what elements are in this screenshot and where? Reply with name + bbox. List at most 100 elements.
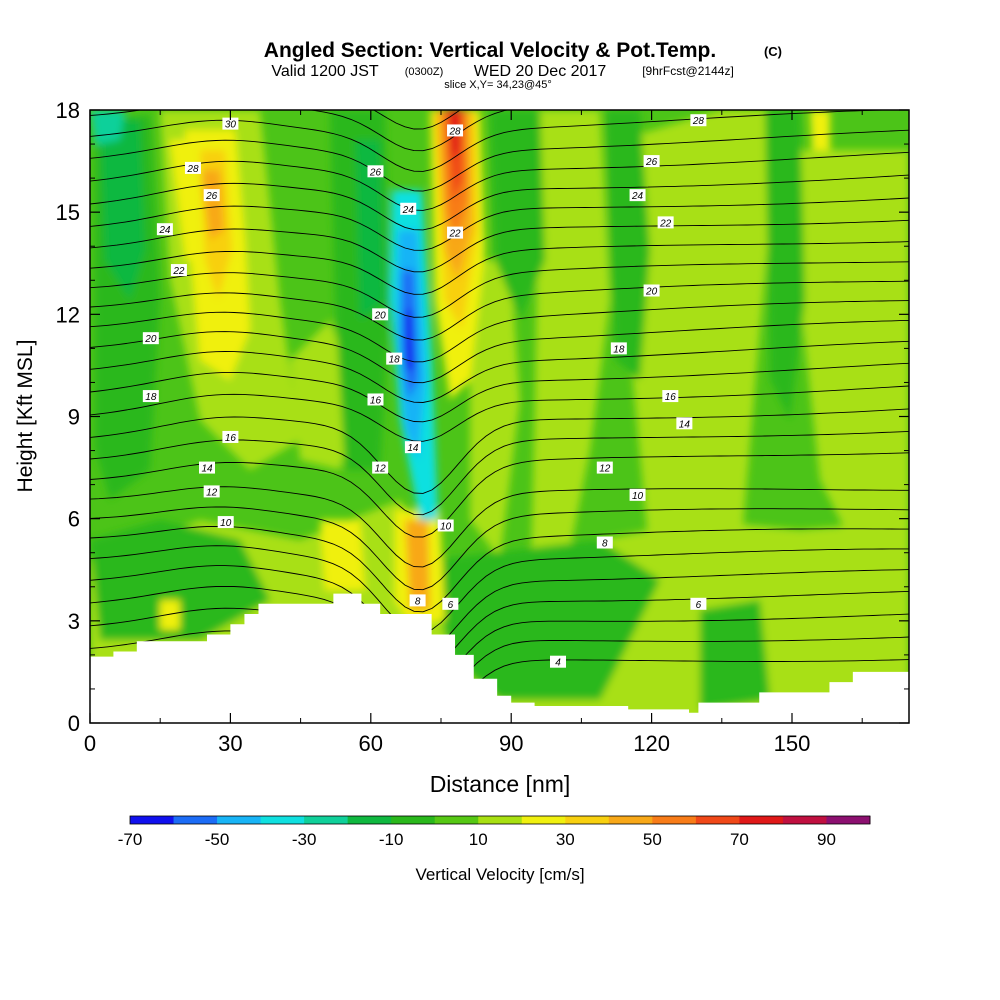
svg-text:6: 6: [696, 600, 702, 611]
velocity-region-18: [90, 110, 125, 145]
svg-text:18: 18: [613, 344, 625, 355]
colorbar: -70 -50 -30 -10 10 30 50 70 90: [118, 815, 871, 849]
theta-contour-label: 24: [629, 189, 646, 202]
chart-title: Angled Section: Vertical Velocity & Pot.…: [264, 39, 716, 62]
y-tick-label: 3: [68, 609, 80, 634]
theta-contour-label: 20: [142, 332, 159, 345]
velocity-region-25: [405, 520, 430, 610]
colorbar-swatch: [739, 816, 784, 824]
theta-contour-label: 14: [676, 417, 693, 430]
colorbar-swatch: [565, 816, 610, 824]
theta-contour-line: [90, 362, 909, 423]
svg-text:18: 18: [145, 392, 157, 403]
x-tick-label: 30: [218, 731, 242, 756]
svg-text:16: 16: [665, 392, 677, 403]
svg-text:28: 28: [186, 164, 199, 175]
colorbar-tick-label: 70: [730, 830, 749, 849]
theta-contour-line: [90, 319, 909, 384]
terrain-mask: [90, 593, 909, 723]
svg-text:18: 18: [389, 355, 401, 366]
velocity-region-12: [765, 110, 805, 420]
colorbar-swatch: [130, 816, 175, 824]
svg-text:16: 16: [225, 433, 237, 444]
theta-contour-label: 26: [367, 165, 384, 178]
x-tick-label: 120: [633, 731, 670, 756]
colorbar-tick-label: 10: [469, 830, 488, 849]
theta-contour-label: 28: [447, 124, 464, 137]
theta-contour-line: [90, 241, 909, 295]
theta-contour-label: 26: [203, 189, 220, 202]
theta-contour-label: 20: [643, 284, 660, 297]
theta-contour-label: 14: [199, 461, 215, 475]
theta-contour-line: [90, 219, 909, 273]
colorbar-frame: [129, 815, 871, 825]
theta-contour-label: 10: [437, 519, 454, 532]
svg-text:24: 24: [158, 225, 171, 236]
theta-contour-line: [90, 340, 909, 403]
y-tick-label: 18: [56, 98, 80, 123]
valid-utc-label: (0300Z): [405, 66, 444, 78]
colorbar-tick-label: -70: [118, 830, 143, 849]
velocity-region-11: [605, 110, 650, 380]
theta-contour-label: 4: [550, 655, 566, 669]
y-tick-label: 9: [68, 405, 80, 430]
theta-contour-label: 12: [372, 461, 389, 475]
theta-contour-label: 28: [184, 161, 201, 175]
colorbar-tick-label: -10: [379, 830, 404, 849]
colorbar-swatch: [347, 816, 392, 824]
svg-text:10: 10: [632, 491, 644, 502]
svg-text:26: 26: [205, 191, 218, 202]
theta-contour-label: 12: [596, 461, 613, 475]
svg-text:22: 22: [659, 218, 672, 229]
colorbar-swatch: [608, 816, 653, 824]
theta-contour-label: 6: [442, 597, 459, 611]
velocity-region-15: [700, 600, 770, 710]
svg-text:4: 4: [555, 658, 561, 669]
theta-contour-line: [90, 300, 909, 363]
x-tick-label: 60: [359, 731, 383, 756]
velocity-region-17: [355, 140, 385, 320]
theta-contour-line: [90, 607, 909, 692]
theta-contour-label: 22: [447, 226, 464, 240]
colorbar-swatch: [173, 816, 218, 824]
svg-text:26: 26: [369, 167, 382, 178]
colorbar-swatch: [391, 816, 436, 824]
theta-contour-line: [90, 452, 909, 538]
x-axis-label: Distance [nm]: [430, 771, 571, 797]
theta-contour-line: [90, 385, 909, 442]
svg-text:10: 10: [220, 518, 232, 529]
svg-text:22: 22: [448, 229, 461, 240]
svg-text:8: 8: [415, 596, 421, 607]
svg-text:12: 12: [206, 487, 218, 498]
svg-text:12: 12: [599, 464, 611, 475]
theta-contour-line: [90, 110, 510, 152]
theta-contour-label: 18: [610, 342, 627, 355]
svg-text:14: 14: [201, 464, 213, 475]
plot-area: 4 6 6 8 8 10 10 10 12 12 12 14 14 14 16 16 16 18 18 18 20 20 2…: [90, 110, 909, 723]
x-tick-label: 90: [499, 731, 523, 756]
theta-contour-line: [90, 545, 909, 634]
theta-contour-label: 24: [156, 223, 173, 236]
theta-contour-label: 14: [404, 441, 421, 454]
svg-text:14: 14: [407, 443, 419, 454]
theta-contour-label: 8: [409, 594, 426, 607]
colorbar-swatch: [434, 816, 479, 824]
velocity-region-16: [100, 120, 145, 300]
theta-contour-label: 18: [142, 390, 159, 403]
velocity-region-31: [405, 310, 414, 370]
valid-time-label: Valid 1200 JST: [271, 63, 379, 80]
colorbar-tick-label: 50: [643, 830, 662, 849]
svg-text:24: 24: [402, 205, 415, 216]
y-tick-label: 15: [56, 200, 80, 225]
svg-text:30: 30: [225, 120, 237, 131]
theta-contour-label: 12: [203, 485, 220, 498]
colorbar-swatch: [695, 816, 740, 824]
colorbar-swatch: [478, 816, 523, 824]
forecast-label: [9hrFcst@2144z]: [642, 64, 734, 78]
theta-contour-line: [90, 151, 909, 211]
theta-contour-label: 10: [217, 516, 234, 529]
colorbar-tick-label: 90: [817, 830, 836, 849]
svg-text:16: 16: [370, 395, 382, 406]
theta-contour-label: 16: [222, 430, 239, 444]
svg-text:28: 28: [692, 116, 705, 127]
